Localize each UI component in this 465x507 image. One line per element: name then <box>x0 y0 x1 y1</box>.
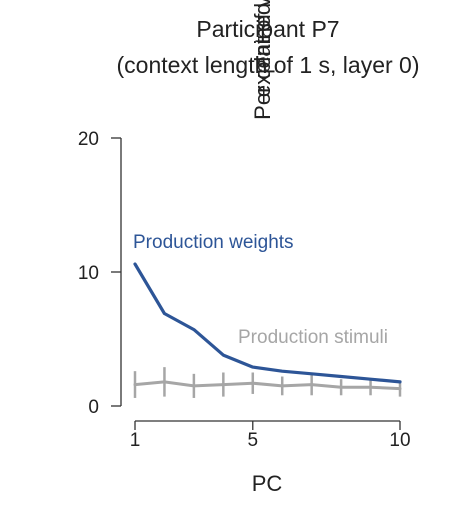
series-label-1: Production stimuli <box>238 327 388 348</box>
series-layer <box>133 262 402 398</box>
series-1 <box>133 367 402 398</box>
x-tick-label-2: 10 <box>389 430 410 451</box>
series-line-1 <box>133 380 402 391</box>
series-0 <box>133 262 402 384</box>
y-axis-title-line-1: Per cent of variance <box>250 0 275 120</box>
y-tick-label-0: 0 <box>88 397 99 418</box>
y-axis-title: Per cent of variance explained <box>250 0 275 120</box>
chart-title: Participant P7 (context length of 1 s, l… <box>117 16 420 78</box>
chart-title-line-2: (context length of 1 s, layer 0) <box>117 52 420 78</box>
y-tick-label-1: 10 <box>78 263 99 284</box>
x-tick-label-1: 5 <box>247 430 258 451</box>
x-axis-title: PC <box>252 471 283 496</box>
y-tick-label-2: 20 <box>78 129 99 150</box>
series-labels: Production weights Production stimuli <box>133 232 388 348</box>
series-label-0: Production weights <box>133 232 294 253</box>
y-axis-title-line-2: explained <box>250 3 275 97</box>
chart-title-line-1: Participant P7 <box>196 16 339 42</box>
series-line-0 <box>133 262 402 384</box>
x-tick-label-0: 1 <box>130 430 141 451</box>
